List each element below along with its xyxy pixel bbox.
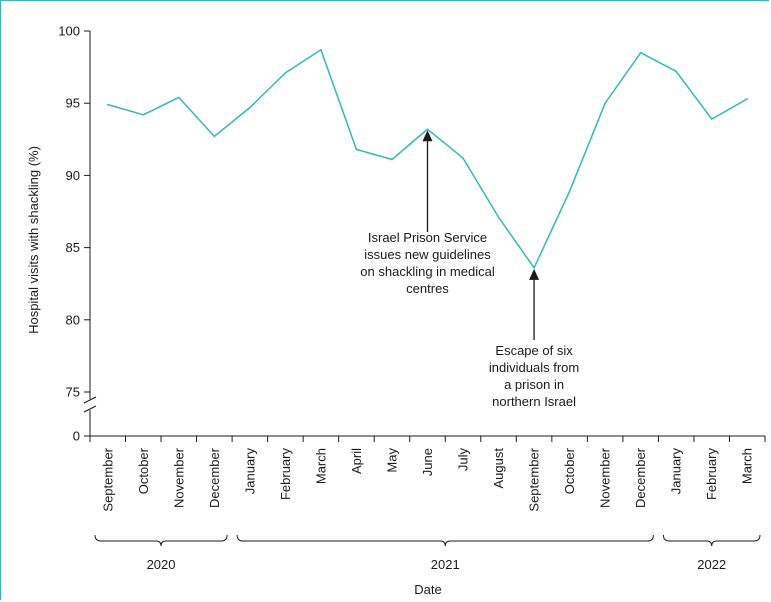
annotation-text-line: Israel Prison Service [368, 230, 487, 245]
x-tick-label: May [384, 448, 399, 473]
x-tick-label: February [278, 448, 293, 501]
year-bracket [662, 534, 761, 547]
series-layer [106, 48, 749, 269]
y-axis-break-mark-upper [83, 396, 97, 404]
data-point [675, 70, 677, 73]
annotation-text-line: northern Israel [492, 394, 576, 409]
y-axis-title: Hospital visits with shackling (%) [26, 146, 41, 334]
data-point [320, 48, 322, 51]
data-point [213, 135, 216, 138]
x-tick-label: April [349, 448, 364, 474]
y-tick-label: 0 [73, 429, 80, 444]
x-axis-title: Date [414, 582, 441, 597]
x-tick-label: October [136, 447, 151, 494]
year-label: 2021 [431, 557, 460, 572]
data-point [142, 113, 145, 116]
annotation-text-line: a prison in [504, 377, 564, 392]
data-point [284, 72, 287, 74]
data-point [568, 190, 571, 193]
y-tick-label: 100 [58, 24, 80, 39]
year-bracket [236, 534, 654, 547]
x-tick-label: March [740, 448, 755, 484]
y-axis-break-mark-lower [83, 405, 97, 413]
data-point [462, 157, 464, 159]
data-point [106, 103, 109, 106]
annotation-arrowhead [422, 130, 433, 142]
annotation-text-line: centres [406, 281, 449, 296]
data-point [746, 98, 749, 100]
data-point [355, 148, 358, 151]
year-label: 2020 [147, 557, 176, 572]
data-point [497, 216, 500, 219]
annotation-text-line: issues new guidelines [364, 247, 491, 262]
x-tick-label: October [562, 447, 577, 494]
year-brackets: 2020 2021 2022 [94, 534, 761, 572]
x-tick-label: September [100, 447, 115, 511]
annotation-text-line: individuals from [489, 360, 579, 375]
y-tick-label: 80 [66, 312, 80, 327]
x-tick-label: January [242, 448, 257, 495]
year-label: 2022 [697, 557, 726, 572]
y-tick-label: 90 [66, 168, 80, 183]
y-tick-label: 95 [66, 96, 80, 111]
x-tick-label: March [313, 448, 328, 484]
annotation-text-line: on shackling in medical [360, 264, 495, 279]
data-point [533, 267, 535, 269]
data-point [249, 106, 251, 109]
y-tick-label: 75 [66, 385, 80, 400]
data-point [710, 118, 713, 120]
x-tick-label: November [598, 447, 613, 508]
annotations-layer: Israel Prison Service issues new guidelin… [360, 130, 579, 409]
axes [83, 31, 765, 437]
data-point [426, 128, 429, 130]
y-axis-ticks: 0 75 80 85 90 95 100 [58, 24, 90, 444]
x-tick-label: December [207, 447, 222, 508]
annotation-arrowhead [529, 268, 540, 280]
x-tick-label: January [669, 448, 684, 495]
x-tick-label: December [633, 447, 648, 508]
x-tick-label: September [527, 447, 542, 511]
y-tick-label: 85 [66, 240, 80, 255]
x-tick-label: June [420, 448, 435, 476]
data-point [604, 102, 606, 104]
x-tick-label: November [171, 447, 186, 508]
x-tick-label: August [491, 448, 506, 489]
x-axis-ticks: September October November December January F… [89, 436, 766, 512]
data-point [178, 96, 180, 99]
data-point [391, 158, 393, 161]
x-tick-label: February [704, 448, 719, 501]
data-point [639, 51, 642, 54]
year-bracket [94, 534, 228, 547]
x-tick-label: July [456, 448, 471, 472]
annotation-text-line: Escape of six [495, 343, 573, 358]
